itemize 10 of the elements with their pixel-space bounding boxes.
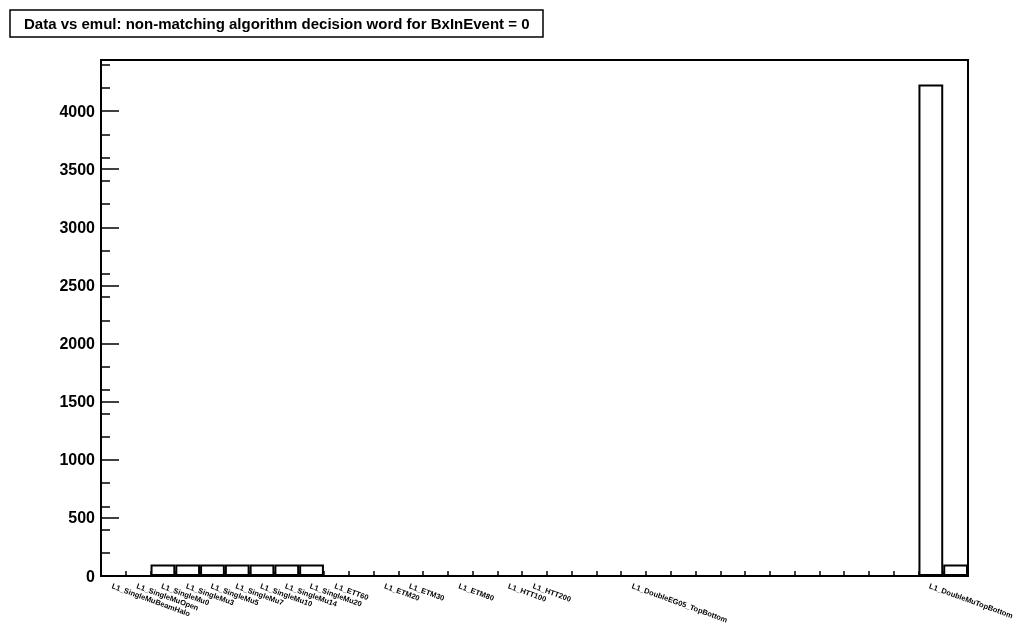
y-tick-label: 1000 (59, 451, 96, 469)
y-tick-label: 2000 (59, 335, 96, 353)
y-tick-label: 500 (68, 509, 96, 527)
y-tick-label: 4000 (59, 102, 96, 120)
chart-title: Data vs emul: non-matching algorithm decision word for BxInEvent = 0 (24, 15, 530, 32)
y-tick-label: 3000 (59, 218, 96, 236)
y-tick-label: 0 (86, 567, 96, 585)
y-tick-label: 3500 (59, 160, 96, 178)
y-tick-label: 2500 (59, 276, 96, 294)
y-tick-label: 1500 (59, 393, 96, 411)
